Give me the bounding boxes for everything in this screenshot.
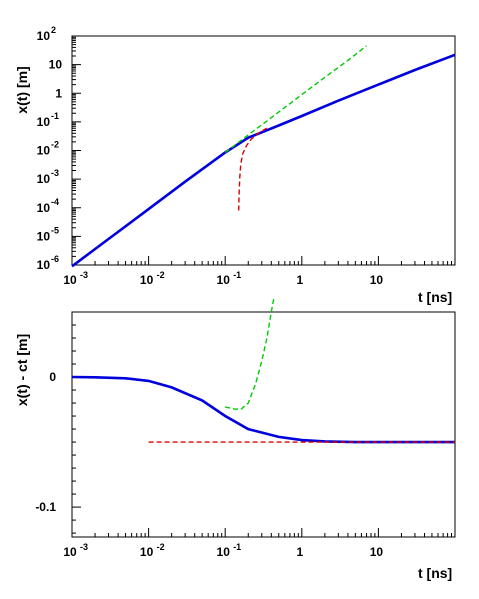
xt-y-tick-exponent: -5	[51, 225, 59, 235]
xt-y-tick-exponent: -1	[51, 111, 59, 121]
xt-y-tick-exponent: 2	[51, 25, 56, 35]
xt-y-axis-title: x(t) [m]	[14, 66, 30, 113]
xt-y-tick-label: 10	[37, 201, 51, 215]
dx-x-tick-label: 10	[140, 545, 154, 559]
xt-y-tick-exponent: -6	[51, 254, 59, 264]
xt-y-tick-label: 1	[55, 86, 62, 100]
xt-y-tick-exponent: -4	[51, 197, 59, 207]
dx-y-tick-label: 0	[49, 370, 56, 384]
xt-x-tick-label: 1	[296, 273, 303, 287]
xt-y-tick-label: 10	[37, 258, 51, 272]
dx-x-axis-title: t [ns]	[418, 565, 452, 581]
xt-x-axis-title: t [ns]	[418, 289, 452, 305]
xt-x-tick-exponent: -2	[157, 270, 165, 280]
dx-x-tick-exponent: -3	[80, 542, 88, 552]
xt-y-tick-label: 10	[49, 58, 63, 72]
xt-plot-frame	[71, 35, 456, 266]
xt-y-tick-label: 10	[37, 172, 51, 186]
xt-y-tick-label: 10	[37, 144, 51, 158]
xt-x-tick-label: 10	[63, 273, 77, 287]
xt-y-tick-exponent: -2	[51, 140, 59, 150]
dx-x-tick-exponent: -2	[157, 542, 165, 552]
xt-x-tick-exponent: -1	[233, 270, 241, 280]
xt-x-tick-label: 10	[140, 273, 154, 287]
xt-series-solid-0	[71, 53, 456, 268]
xt-y-tick-label: 10	[37, 29, 51, 43]
xt-x-tick-label: 10	[370, 273, 384, 287]
chart-displacement-minus-ct: 10 -3 10 -2 10 -1 1 100-0.1t [ns]x(t) - ct [m]	[14, 298, 456, 581]
dx-y-axis-title: x(t) - ct [m]	[14, 334, 30, 406]
dx-y-tick-label: -0.1	[35, 500, 56, 514]
dx-x-tick-label: 1	[296, 545, 303, 559]
xt-y-tick-exponent: -3	[51, 168, 59, 178]
xt-y-tick-label: 10	[37, 115, 51, 129]
xt-series-dashed-2	[238, 127, 268, 211]
dx-x-tick-exponent: -1	[233, 542, 241, 552]
xt-x-tick-exponent: -3	[80, 270, 88, 280]
xt-y-tick-label: 10	[37, 229, 51, 243]
xt-x-tick-label: 10	[217, 273, 231, 287]
dx-x-tick-label: 10	[217, 545, 231, 559]
xt-series-dashed-1	[224, 45, 367, 154]
dx-x-tick-label: 10	[370, 545, 384, 559]
dx-plot-frame	[71, 311, 456, 538]
dx-series-solid-0	[71, 375, 455, 444]
dx-x-tick-label: 10	[63, 545, 77, 559]
dx-series-dashed-1	[225, 298, 275, 411]
